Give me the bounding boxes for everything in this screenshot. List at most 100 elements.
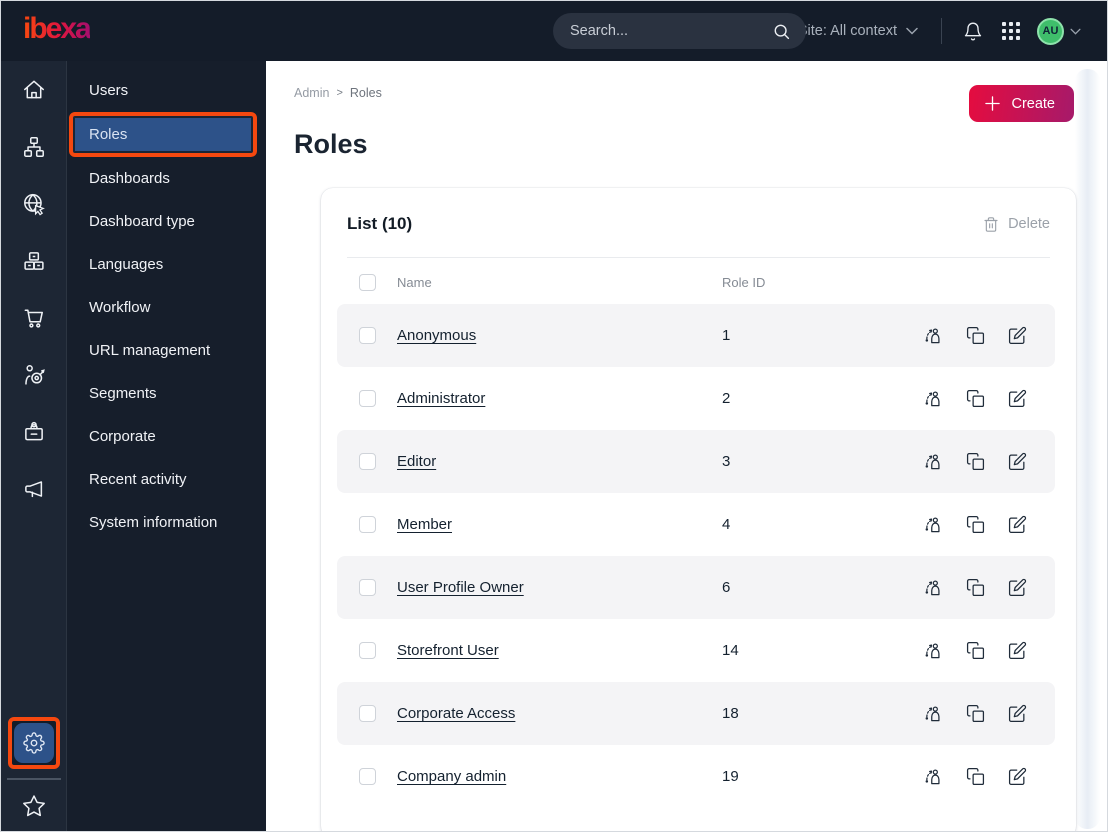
role-id-value: 18	[722, 705, 739, 722]
create-button[interactable]: Create	[969, 85, 1074, 122]
assign-users-icon[interactable]	[923, 326, 943, 346]
row-checkbox[interactable]	[359, 642, 376, 659]
role-name-link[interactable]: Member	[397, 516, 453, 533]
home-icon[interactable]	[21, 77, 47, 103]
site-globe-cursor-icon[interactable]	[21, 191, 47, 217]
edit-icon[interactable]	[1008, 767, 1027, 786]
menu-item[interactable]: Workflow	[89, 299, 151, 316]
top-bar: ibexa Search... Site: All context	[1, 1, 1107, 61]
notifications-bell-icon[interactable]	[963, 21, 983, 42]
settings-annotation-box	[7, 717, 60, 769]
site-context-label: Site: All context	[797, 23, 897, 39]
icon-rail	[1, 61, 67, 831]
commerce-cart-icon[interactable]	[21, 305, 47, 331]
role-name-link[interactable]: Administrator	[397, 390, 486, 407]
edit-icon[interactable]	[1008, 641, 1027, 660]
menu-item[interactable]: System information	[89, 514, 218, 531]
menu-item[interactable]: Dashboard type	[89, 213, 195, 230]
table-row: Company admin 19	[337, 745, 1055, 808]
page-title: Roles	[294, 129, 368, 159]
row-checkbox[interactable]	[359, 768, 376, 785]
table-row: Storefront User 14	[337, 619, 1055, 682]
menu-item[interactable]: Roles	[69, 112, 257, 157]
topbar-right-cluster: Site: All context AU	[771, 17, 1081, 45]
table-row: Anonymous 1	[337, 304, 1055, 367]
assign-users-icon[interactable]	[923, 767, 943, 787]
settings-gear-icon[interactable]	[13, 723, 54, 763]
assign-users-icon[interactable]	[923, 389, 943, 409]
copy-icon[interactable]	[966, 704, 985, 723]
menu-item[interactable]: Recent activity	[89, 471, 187, 488]
edit-icon[interactable]	[1008, 326, 1027, 345]
delete-button[interactable]: Delete	[983, 216, 1050, 233]
content-tree-icon[interactable]	[21, 134, 47, 160]
copy-icon[interactable]	[966, 389, 985, 408]
role-name-link[interactable]: Company admin	[397, 768, 507, 785]
table-row: Member 4	[337, 493, 1055, 556]
copy-icon[interactable]	[966, 578, 985, 597]
personalization-target-icon[interactable]	[21, 362, 47, 388]
column-header-role-id: Role ID	[722, 275, 766, 290]
edit-icon[interactable]	[1008, 452, 1027, 471]
assign-users-icon[interactable]	[923, 704, 943, 724]
copy-icon[interactable]	[966, 641, 985, 660]
campaigns-megaphone-icon[interactable]	[21, 476, 47, 502]
menu-item[interactable]: Corporate	[89, 428, 156, 445]
delete-button-label: Delete	[1008, 216, 1050, 232]
user-avatar: AU	[1037, 17, 1064, 45]
copy-icon[interactable]	[966, 767, 985, 786]
select-all-checkbox[interactable]	[359, 274, 376, 291]
role-name-link[interactable]: Editor	[397, 453, 437, 470]
app-grid-icon[interactable]	[1002, 22, 1020, 40]
menu-item[interactable]: URL management	[89, 342, 211, 359]
copy-icon[interactable]	[966, 515, 985, 534]
menu-item[interactable]: Segments	[89, 385, 157, 402]
edit-icon[interactable]	[1008, 515, 1027, 534]
table-header-row: Name Role ID	[321, 258, 1076, 304]
plus-icon	[985, 96, 1001, 111]
assign-users-icon[interactable]	[923, 641, 943, 661]
search-placeholder: Search...	[570, 23, 629, 39]
user-menu[interactable]: AU	[1037, 17, 1081, 45]
role-id-value: 4	[722, 516, 731, 533]
search-input[interactable]: Search...	[553, 13, 806, 49]
copy-icon[interactable]	[966, 326, 985, 345]
role-name-link[interactable]: Anonymous	[397, 327, 477, 344]
edit-icon[interactable]	[1008, 704, 1027, 723]
topbar-divider	[941, 18, 942, 44]
favorites-star-icon[interactable]	[21, 793, 47, 819]
role-id-value: 2	[722, 390, 731, 407]
breadcrumb-current: Roles	[349, 86, 382, 100]
row-checkbox[interactable]	[359, 516, 376, 533]
trash-icon	[983, 216, 999, 233]
breadcrumb: Admin > Roles	[294, 86, 1107, 100]
table-row: Editor 3	[337, 430, 1055, 493]
breadcrumb-admin[interactable]: Admin	[294, 86, 330, 100]
search-icon	[772, 22, 791, 41]
ibexa-logo[interactable]: ibexa	[23, 14, 92, 48]
menu-item[interactable]: Dashboards	[89, 170, 170, 187]
column-header-name: Name	[397, 275, 432, 290]
corporate-badge-icon[interactable]	[21, 419, 47, 445]
row-checkbox[interactable]	[359, 327, 376, 344]
role-id-value: 1	[722, 327, 731, 344]
edit-icon[interactable]	[1008, 389, 1027, 408]
assign-users-icon[interactable]	[923, 452, 943, 472]
products-icon[interactable]	[21, 248, 47, 274]
menu-item[interactable]: Languages	[89, 256, 164, 273]
copy-icon[interactable]	[966, 452, 985, 471]
row-checkbox[interactable]	[359, 390, 376, 407]
role-name-link[interactable]: Corporate Access	[397, 705, 516, 722]
edit-icon[interactable]	[1008, 578, 1027, 597]
role-id-value: 19	[722, 768, 739, 785]
row-checkbox[interactable]	[359, 453, 376, 470]
scrollbar[interactable]	[1075, 69, 1100, 829]
role-name-link[interactable]: User Profile Owner	[397, 579, 524, 596]
role-name-link[interactable]: Storefront User	[397, 642, 499, 659]
assign-users-icon[interactable]	[923, 515, 943, 535]
row-checkbox[interactable]	[359, 579, 376, 596]
row-checkbox[interactable]	[359, 705, 376, 722]
menu-item[interactable]: Users	[89, 82, 129, 99]
assign-users-icon[interactable]	[923, 578, 943, 598]
